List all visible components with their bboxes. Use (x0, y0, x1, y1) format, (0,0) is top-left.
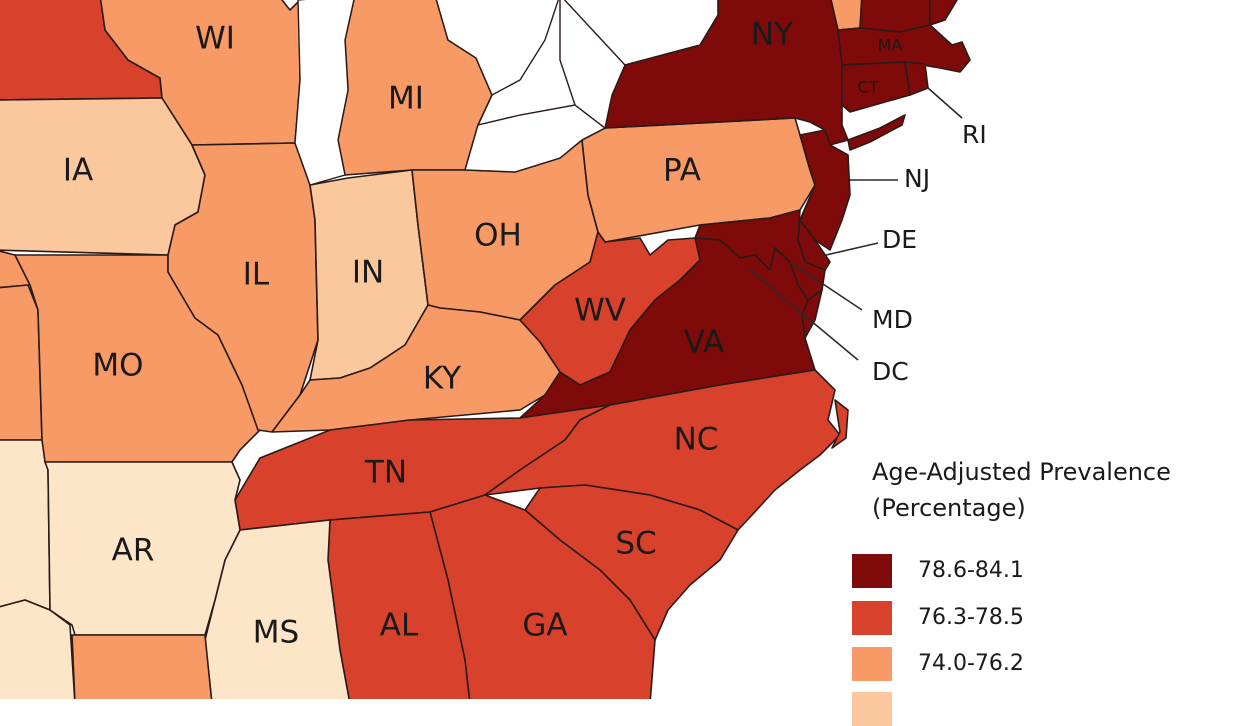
lake-ontario (559, 0, 626, 130)
callout-label-RI: RI (962, 120, 987, 149)
lake-michigan (294, 0, 355, 186)
state-label-AL: AL (380, 608, 419, 644)
state-label-CT: CT (858, 78, 879, 97)
state-label-GA: GA (522, 608, 567, 644)
state-label-WI: WI (195, 21, 235, 57)
state-OK[interactable] (0, 439, 51, 611)
state-NJ[interactable] (799, 129, 851, 251)
state-label-PA: PA (663, 153, 701, 189)
legend-label: 76.3-78.5 (918, 605, 1024, 630)
legend-item (852, 692, 1152, 726)
callout-label-NJ: NJ (904, 164, 930, 193)
callout-line-RI (927, 87, 963, 119)
state-label-OH: OH (474, 218, 522, 254)
state-label-WV: WV (574, 293, 626, 329)
state-NC-outer-banks (831, 399, 849, 449)
legend-item: 78.6-84.1 (852, 554, 1152, 588)
callout-label-DE: DE (882, 225, 917, 254)
legend-label: 78.6-84.1 (918, 558, 1024, 583)
state-NC[interactable] (484, 369, 841, 531)
legend-swatch (852, 647, 892, 681)
state-label-TN: TN (364, 455, 407, 491)
state-label-NC: NC (674, 422, 719, 458)
state-KS[interactable] (0, 284, 43, 441)
state-label-MA: MA (878, 36, 903, 55)
state-label-MO: MO (92, 348, 143, 384)
state-NY-long-island (847, 114, 906, 151)
callout-line-DC (749, 269, 859, 361)
state-label-NY: NY (751, 17, 793, 53)
legend-item: 76.3-78.5 (852, 601, 1152, 635)
state-LA[interactable] (71, 634, 213, 699)
state-label-KY: KY (423, 361, 461, 397)
state-ME[interactable] (929, 0, 960, 26)
state-NY[interactable] (604, 0, 849, 146)
callout-line-MD (789, 261, 863, 311)
state-label-VA: VA (684, 325, 724, 361)
state-label-AR: AR (112, 533, 155, 569)
state-label-IL: IL (243, 257, 270, 293)
state-label-IN: IN (352, 255, 384, 291)
state-label-MI: MI (388, 81, 424, 117)
callout-label-MD: MD (872, 305, 913, 334)
state-label-MS: MS (253, 615, 299, 651)
state-TX[interactable] (0, 599, 76, 699)
legend-label: 74.0-76.2 (918, 651, 1024, 676)
callout-label-DC: DC (872, 357, 909, 386)
lake-huron (435, 0, 560, 96)
legend-item: 74.0-76.2 (852, 647, 1152, 681)
state-AR[interactable] (44, 461, 241, 636)
legend-title: Age-Adjusted Prevalence (Percentage) (872, 458, 1171, 522)
legend-swatch (852, 601, 892, 635)
legend-swatch (852, 554, 892, 588)
state-label-IA: IA (63, 153, 93, 189)
state-RI[interactable] (904, 61, 929, 96)
legend-swatch (852, 692, 892, 726)
state-label-SC: SC (615, 526, 656, 562)
callout-line-DE (825, 242, 879, 256)
map-legend: Age-Adjusted Prevalence (Percentage) 78.… (852, 454, 1242, 726)
choropleth-map: MA CT WI MI IA IL IN OH PA NY WV VA KY M… (0, 0, 987, 699)
